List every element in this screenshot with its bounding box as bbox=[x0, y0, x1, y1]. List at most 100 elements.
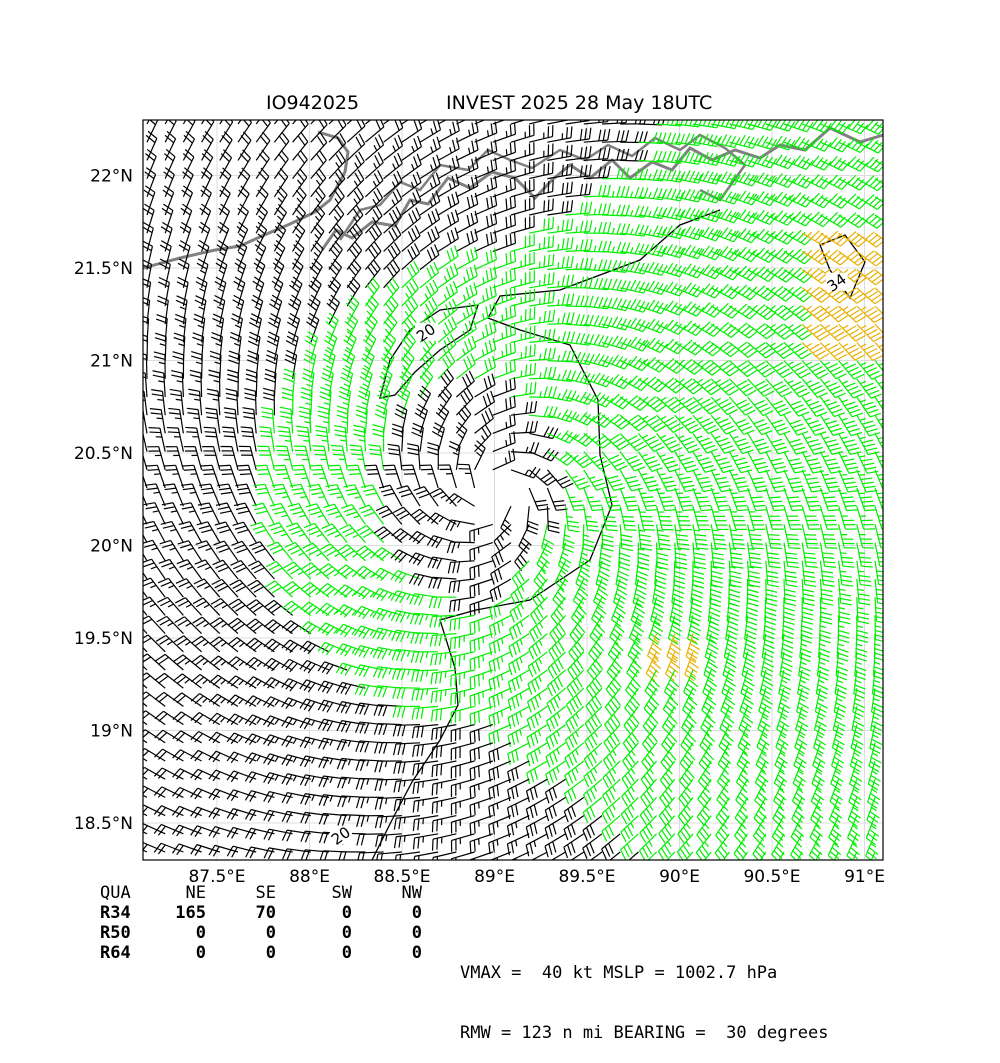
wind-barb bbox=[431, 670, 456, 684]
wind-barb bbox=[529, 107, 553, 124]
wind-barb bbox=[433, 834, 457, 851]
wind-barb bbox=[547, 332, 574, 343]
wind-barb bbox=[529, 329, 555, 343]
cell-sw: 0 bbox=[276, 903, 352, 923]
wind-barb bbox=[355, 566, 384, 579]
wind-barb bbox=[620, 415, 648, 430]
wind-barb bbox=[438, 352, 455, 379]
wind-barb bbox=[254, 484, 275, 506]
wind-barb bbox=[456, 353, 475, 378]
wind-barb bbox=[849, 779, 861, 808]
wind-barb bbox=[475, 408, 494, 433]
wind-barb bbox=[226, 389, 238, 415]
wind-barb bbox=[296, 426, 310, 451]
wind-barb bbox=[383, 465, 402, 488]
wind-barb bbox=[660, 761, 674, 789]
wind-barb bbox=[605, 688, 620, 716]
wind-barb bbox=[470, 524, 493, 542]
wind-barb bbox=[566, 314, 594, 326]
wind-barb bbox=[410, 613, 438, 624]
wind-barb bbox=[392, 424, 403, 452]
wind-barb bbox=[265, 600, 293, 615]
wind-barb bbox=[205, 408, 219, 433]
lat-tick-label-3: 20.5°N bbox=[74, 444, 133, 464]
wind-barb bbox=[283, 601, 311, 615]
wind-barb bbox=[337, 406, 348, 433]
wind-barb bbox=[508, 725, 529, 747]
lat-tick-label-7: 18.5°N bbox=[74, 814, 133, 834]
wind-barb bbox=[655, 561, 667, 589]
wind-barb bbox=[675, 379, 703, 394]
wind-barb bbox=[420, 465, 439, 488]
wind-barb bbox=[766, 452, 788, 473]
wind-barb bbox=[528, 652, 547, 677]
cell-nw: 0 bbox=[352, 943, 422, 963]
wind-barb bbox=[739, 706, 753, 735]
wind-barb bbox=[766, 470, 787, 492]
wind-barb bbox=[839, 543, 855, 568]
wind-barb bbox=[547, 312, 574, 324]
wind-barb bbox=[527, 506, 539, 534]
wind-barb bbox=[766, 324, 794, 339]
wind-barb bbox=[776, 725, 788, 754]
wind-barb bbox=[394, 761, 420, 774]
wind-barb bbox=[565, 725, 583, 751]
wind-barb bbox=[151, 390, 165, 416]
wind-barb bbox=[711, 247, 740, 261]
wind-barb bbox=[784, 543, 799, 568]
wind-barb bbox=[401, 465, 420, 488]
wind-barb bbox=[566, 239, 592, 251]
wind-barb bbox=[167, 428, 183, 452]
wind-barb bbox=[660, 779, 675, 807]
wind-barb bbox=[526, 834, 547, 856]
wind-barb bbox=[584, 129, 610, 142]
wind-barb bbox=[438, 102, 459, 124]
wind-barb bbox=[438, 299, 457, 324]
wind-barb bbox=[432, 779, 456, 795]
wind-barb bbox=[452, 852, 475, 870]
wind-barb bbox=[547, 688, 566, 714]
wind-barb bbox=[711, 134, 740, 147]
wind-barb bbox=[430, 634, 456, 647]
wind-barb bbox=[261, 407, 274, 433]
wind-barb bbox=[338, 545, 365, 561]
wind-barb bbox=[346, 465, 365, 488]
wind-barb bbox=[188, 389, 201, 415]
wind-barb bbox=[210, 637, 238, 652]
wind-barb bbox=[430, 488, 456, 506]
wind-barb bbox=[529, 367, 556, 379]
wind-barb bbox=[402, 332, 416, 360]
wind-barb bbox=[319, 564, 347, 579]
wind-barb bbox=[384, 189, 402, 215]
wind-barb bbox=[449, 441, 460, 469]
wind-barb bbox=[620, 452, 645, 471]
wind-barb bbox=[353, 425, 365, 451]
wind-barb bbox=[638, 397, 666, 412]
wind-barb bbox=[384, 296, 398, 324]
wind-barb bbox=[493, 377, 516, 397]
wind-barb bbox=[411, 652, 438, 663]
wind-barb bbox=[550, 615, 566, 643]
wind-barb bbox=[431, 688, 456, 703]
wind-barb bbox=[413, 779, 438, 794]
wind-barb bbox=[729, 116, 758, 129]
wind-barb bbox=[235, 484, 256, 506]
wind-barb bbox=[402, 225, 420, 251]
wind-barb bbox=[413, 743, 439, 757]
wind-barb bbox=[620, 524, 633, 550]
wind-barb bbox=[748, 561, 761, 587]
wind-barb bbox=[224, 408, 238, 433]
wind-barb bbox=[493, 413, 515, 433]
wind-barb bbox=[475, 104, 497, 124]
cell-nw: 0 bbox=[352, 903, 422, 923]
cell-ne: 0 bbox=[146, 943, 206, 963]
wind-barb bbox=[748, 342, 776, 358]
storm-stats: VMAX = 40 kt MSLP = 1002.7 hPa RMW = 123… bbox=[460, 923, 828, 1063]
wind-barb bbox=[875, 579, 889, 605]
wind-barb bbox=[493, 105, 516, 124]
wind-barb bbox=[222, 427, 238, 451]
wind-barb bbox=[339, 387, 351, 415]
wind-barb bbox=[374, 527, 402, 543]
lat-tick-label-1: 21.5°N bbox=[74, 259, 133, 279]
